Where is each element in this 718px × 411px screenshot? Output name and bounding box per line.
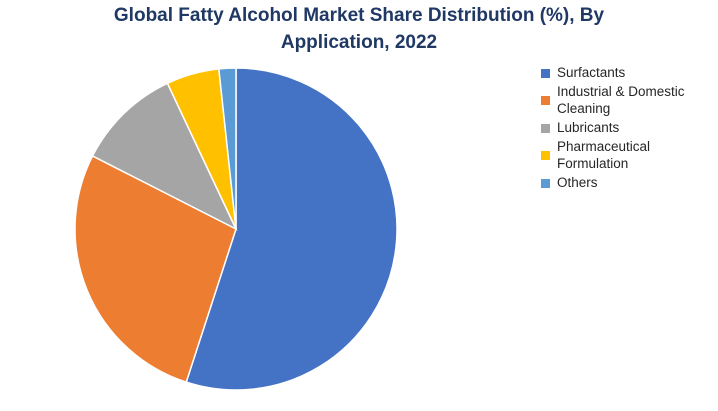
legend-swatch [541, 123, 550, 133]
legend-label: Cleaning [557, 101, 611, 116]
legend-item-pharmaceutical-formulation: Pharmaceutical Formulation [541, 138, 716, 172]
chart-title: Global Fatty Alcohol Market Share Distri… [0, 2, 718, 56]
legend-label: Pharmaceutical [557, 139, 651, 154]
chart-legend: Surfactants Industrial & Domestic Cleaning… [541, 64, 716, 193]
legend-item-surfactants: Surfactants [541, 64, 716, 81]
pie-slice-lubricants [91, 82, 238, 231]
chart-title-line-1: Global Fatty Alcohol Market Share Distri… [113, 5, 605, 26]
pie-slice-surfactants [185, 67, 398, 391]
legend-item-industrial-domestic-cleaning: Industrial & Domestic Cleaning [541, 83, 716, 117]
pie-slice-others [218, 67, 237, 230]
legend-item-others: Others [541, 174, 716, 191]
legend-label: Surfactants [557, 65, 626, 80]
pie-slice-industrial-domestic-cleaning [74, 154, 237, 384]
legend-swatch [541, 178, 550, 188]
legend-swatch [541, 151, 550, 160]
legend-swatch [541, 96, 550, 105]
legend-label: Formulation [557, 156, 629, 171]
legend-label: Others [557, 175, 598, 190]
legend-label: Industrial & Domestic [557, 84, 685, 99]
legend-label: Lubricants [557, 120, 620, 135]
legend-swatch [541, 68, 550, 78]
legend-item-lubricants: Lubricants [541, 119, 716, 136]
chart-title-line-2: Application, 2022 [280, 32, 438, 53]
